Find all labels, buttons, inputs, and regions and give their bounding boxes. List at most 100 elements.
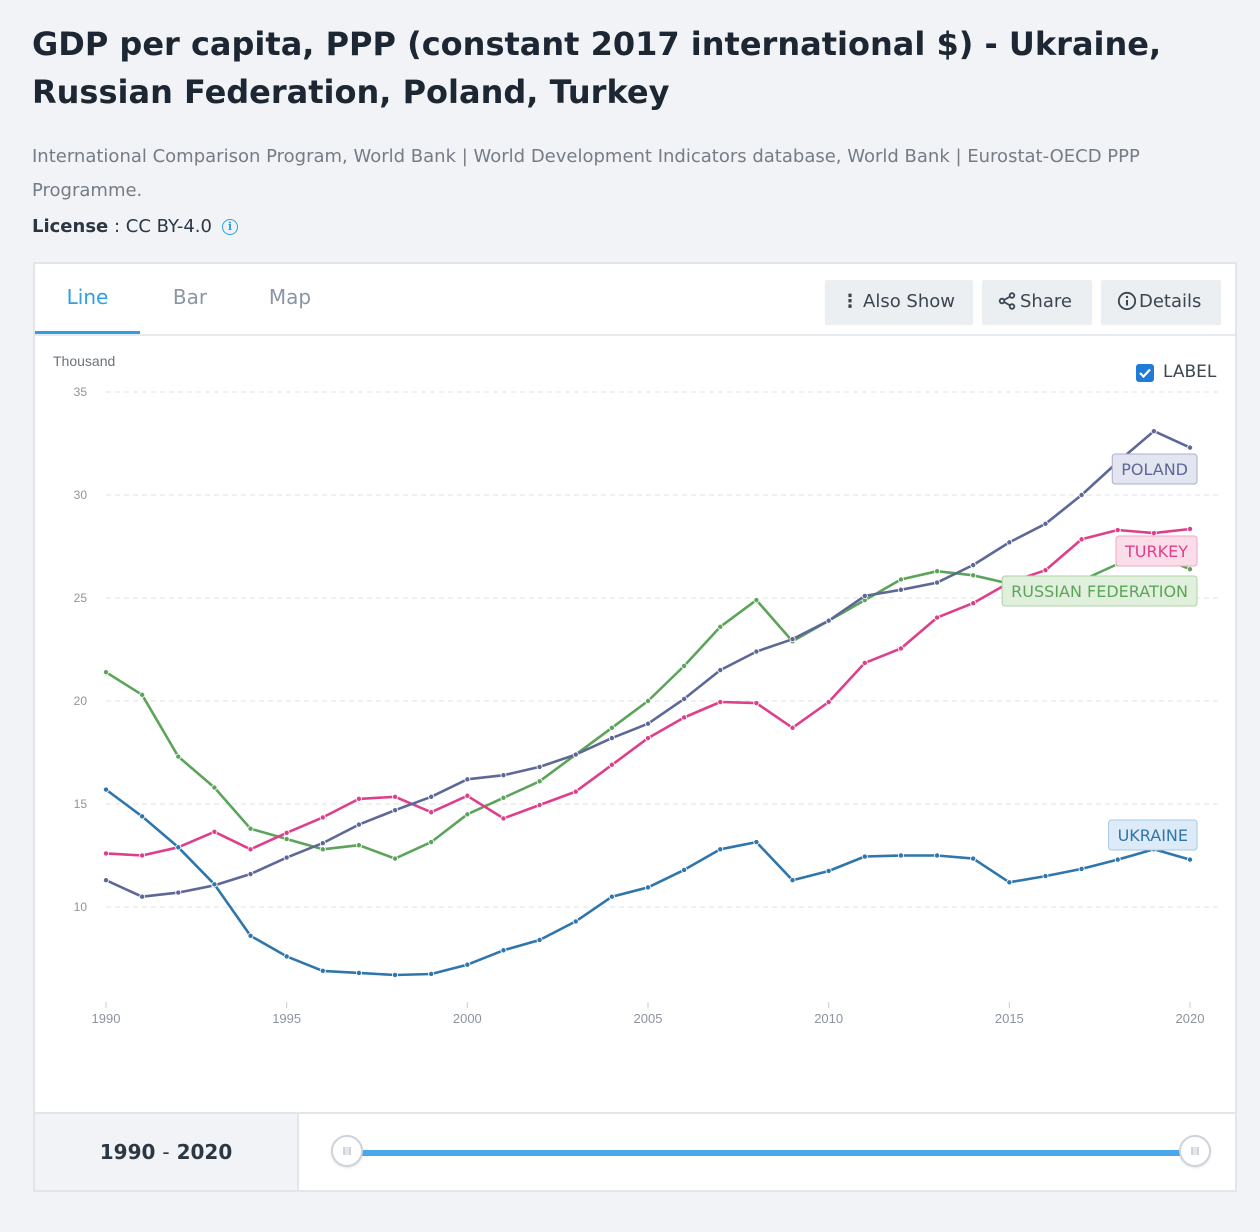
data-point[interactable] <box>681 662 688 669</box>
data-point[interactable] <box>897 852 904 859</box>
data-point[interactable] <box>608 724 615 731</box>
data-point[interactable] <box>355 842 362 849</box>
tab-line[interactable]: Line <box>35 264 140 334</box>
data-point[interactable] <box>1187 856 1194 863</box>
data-point[interactable] <box>247 825 254 832</box>
series-line[interactable] <box>105 788 1191 977</box>
data-point[interactable] <box>1150 530 1157 537</box>
data-point[interactable] <box>825 867 832 874</box>
data-point[interactable] <box>103 786 110 793</box>
also-show-button[interactable]: ⋮ Also Show <box>825 280 973 324</box>
data-point[interactable] <box>392 807 399 814</box>
range-slider-end-handle[interactable] <box>1179 1135 1211 1167</box>
data-point[interactable] <box>500 947 507 954</box>
tab-map[interactable]: Map <box>268 285 312 309</box>
data-point[interactable] <box>319 814 326 821</box>
data-point[interactable] <box>1042 873 1049 880</box>
data-point[interactable] <box>970 572 977 579</box>
data-point[interactable] <box>681 714 688 721</box>
data-point[interactable] <box>536 936 543 943</box>
data-point[interactable] <box>861 592 868 599</box>
data-point[interactable] <box>897 586 904 593</box>
data-point[interactable] <box>500 815 507 822</box>
data-point[interactable] <box>139 893 146 900</box>
data-point[interactable] <box>825 699 832 706</box>
range-slider-track[interactable] <box>347 1150 1195 1156</box>
share-button[interactable]: Share <box>982 280 1092 324</box>
data-point[interactable] <box>608 893 615 900</box>
data-point[interactable] <box>753 648 760 655</box>
data-point[interactable] <box>1187 444 1194 451</box>
data-point[interactable] <box>175 844 182 851</box>
range-slider-start-handle[interactable] <box>331 1135 363 1167</box>
data-point[interactable] <box>608 761 615 768</box>
data-point[interactable] <box>139 813 146 820</box>
data-point[interactable] <box>283 953 290 960</box>
data-point[interactable] <box>283 854 290 861</box>
data-point[interactable] <box>103 877 110 884</box>
data-point[interactable] <box>717 699 724 706</box>
data-point[interactable] <box>536 763 543 770</box>
data-point[interactable] <box>283 829 290 836</box>
details-button[interactable]: Details <box>1101 280 1221 324</box>
data-point[interactable] <box>897 576 904 583</box>
data-point[interactable] <box>970 600 977 607</box>
data-point[interactable] <box>753 700 760 707</box>
data-point[interactable] <box>103 850 110 857</box>
data-point[interactable] <box>355 795 362 802</box>
data-point[interactable] <box>1078 491 1085 498</box>
data-point[interactable] <box>1187 525 1194 532</box>
data-point[interactable] <box>211 828 218 835</box>
data-point[interactable] <box>392 855 399 862</box>
data-point[interactable] <box>247 932 254 939</box>
series-poland[interactable] <box>103 428 1194 900</box>
data-point[interactable] <box>428 809 435 816</box>
data-point[interactable] <box>103 669 110 676</box>
series-ukraine[interactable] <box>103 786 1194 978</box>
data-point[interactable] <box>1114 856 1121 863</box>
data-point[interactable] <box>536 802 543 809</box>
data-point[interactable] <box>464 776 471 783</box>
data-point[interactable] <box>572 918 579 925</box>
data-point[interactable] <box>970 562 977 569</box>
data-point[interactable] <box>681 866 688 873</box>
tab-bar[interactable]: Bar <box>172 285 208 309</box>
data-point[interactable] <box>789 724 796 731</box>
data-point[interactable] <box>536 778 543 785</box>
data-point[interactable] <box>1078 865 1085 872</box>
data-point[interactable] <box>572 751 579 758</box>
label-toggle[interactable]: LABEL <box>1136 362 1217 382</box>
data-point[interactable] <box>283 836 290 843</box>
data-point[interactable] <box>1006 879 1013 886</box>
data-point[interactable] <box>355 821 362 828</box>
data-point[interactable] <box>717 667 724 674</box>
data-point[interactable] <box>319 846 326 853</box>
data-point[interactable] <box>645 697 652 704</box>
data-point[interactable] <box>211 881 218 888</box>
data-point[interactable] <box>500 772 507 779</box>
data-point[interactable] <box>934 579 941 586</box>
label-checkbox[interactable] <box>1136 364 1154 382</box>
data-point[interactable] <box>247 846 254 853</box>
data-point[interactable] <box>355 969 362 976</box>
data-point[interactable] <box>1114 527 1121 534</box>
data-point[interactable] <box>645 735 652 742</box>
data-point[interactable] <box>717 623 724 630</box>
data-point[interactable] <box>211 784 218 791</box>
series-line[interactable] <box>105 429 1191 899</box>
data-point[interactable] <box>681 695 688 702</box>
data-point[interactable] <box>1150 428 1157 435</box>
data-point[interactable] <box>717 846 724 853</box>
data-point[interactable] <box>572 788 579 795</box>
data-point[interactable] <box>897 645 904 652</box>
data-point[interactable] <box>175 889 182 896</box>
data-point[interactable] <box>319 967 326 974</box>
data-point[interactable] <box>1006 539 1013 546</box>
info-circle-icon[interactable]: i <box>221 219 238 235</box>
data-point[interactable] <box>464 792 471 799</box>
data-point[interactable] <box>428 793 435 800</box>
data-point[interactable] <box>753 839 760 846</box>
data-point[interactable] <box>970 855 977 862</box>
data-point[interactable] <box>464 811 471 818</box>
data-point[interactable] <box>428 970 435 977</box>
